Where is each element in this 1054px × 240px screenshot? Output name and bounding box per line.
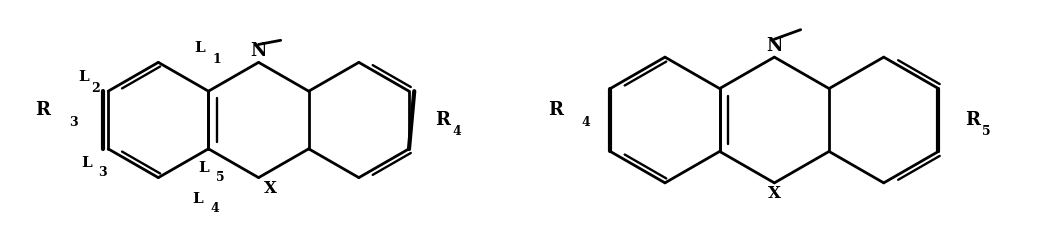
Text: 3: 3 — [70, 116, 78, 129]
Text: R: R — [435, 111, 450, 129]
Text: L: L — [193, 192, 203, 206]
Text: R: R — [964, 111, 980, 129]
Text: L: L — [198, 161, 209, 175]
Text: N: N — [766, 37, 783, 55]
Text: N: N — [251, 42, 267, 60]
Text: 2: 2 — [91, 82, 100, 95]
Text: X: X — [264, 180, 277, 197]
Text: 1: 1 — [213, 54, 221, 66]
Text: L: L — [81, 156, 93, 170]
Text: 4: 4 — [452, 126, 461, 138]
Text: 4: 4 — [211, 202, 219, 215]
Text: 3: 3 — [99, 166, 108, 179]
Text: R: R — [35, 102, 51, 120]
Text: 5: 5 — [216, 171, 225, 184]
Text: 4: 4 — [582, 116, 590, 129]
Text: R: R — [548, 102, 563, 120]
Text: L: L — [195, 41, 206, 55]
Text: X: X — [768, 185, 781, 202]
Text: 5: 5 — [981, 126, 990, 138]
Text: L: L — [78, 70, 90, 84]
